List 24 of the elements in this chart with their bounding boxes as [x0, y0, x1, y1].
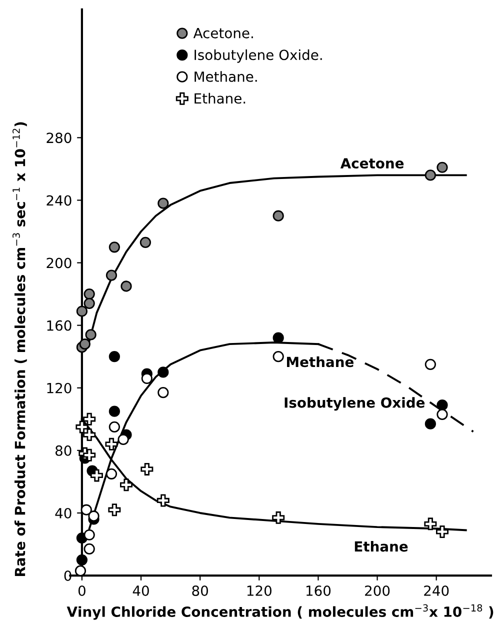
- y-tick-label: 240: [46, 195, 72, 206]
- x-tick-label: 160: [306, 586, 331, 596]
- y-tick-label: 120: [47, 382, 72, 394]
- y-tick-label: 200: [46, 258, 72, 268]
- y-axis-title: Rate of Product Formation ( molecules cm$^{−3}$ sec$^{−1}$ x 10$^{−12}$): [12, 122, 27, 576]
- annotation: Acetone: [340, 158, 404, 169]
- x-tick-label: 200: [365, 586, 390, 596]
- annotation: Ethane: [354, 540, 408, 552]
- y-tick-label: 40: [55, 508, 72, 518]
- legend-label: Isobutylene Oxide.: [194, 49, 322, 63]
- legend-label: Methane.: [194, 71, 257, 82]
- legend-label: Acetone.: [193, 28, 253, 38]
- x-tick-label: 120: [247, 586, 272, 596]
- x-tick-label: 0: [78, 586, 86, 596]
- legend-label: Ethane.: [194, 92, 246, 104]
- x-tick-label: 240: [424, 586, 449, 596]
- annotation: Isobutylene Oxide: [284, 397, 425, 411]
- y-tick-label: 80: [56, 445, 72, 456]
- y-tick-label: 160: [47, 320, 72, 331]
- y-tick-label: 280: [46, 132, 72, 144]
- x-axis-title: Vinyl Chloride Concentration ( molecules cm$^{−3}$x 10$^{−18}$ ): [66, 604, 494, 620]
- x-tick-label: 80: [192, 586, 208, 596]
- annotation: Methane: [287, 356, 354, 368]
- x-tick-label: 40: [132, 586, 149, 596]
